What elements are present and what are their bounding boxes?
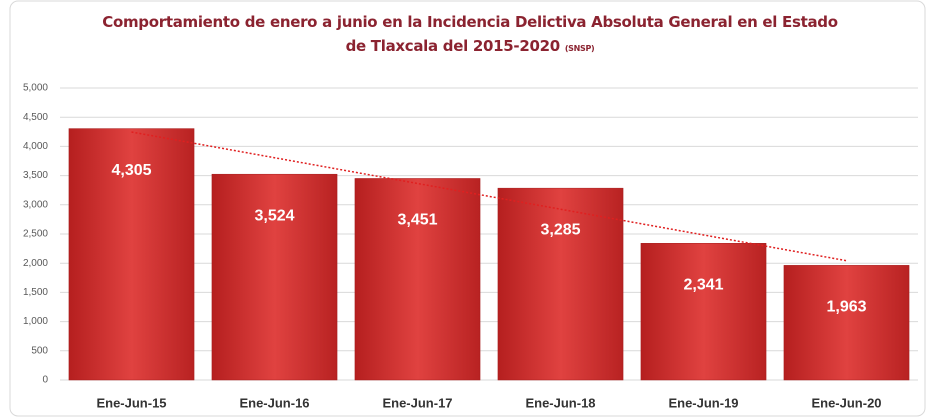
y-tick-label: 3,500 — [23, 170, 48, 181]
x-tick-label: Ene-Jun-19 — [668, 395, 738, 410]
x-tick-label: Ene-Jun-16 — [239, 395, 309, 410]
y-tick-label: 500 — [31, 345, 48, 356]
bar — [354, 178, 481, 381]
bar — [211, 173, 338, 381]
y-tick-label: 4,500 — [23, 112, 48, 123]
y-tick-label: 1,500 — [23, 287, 48, 298]
bar — [783, 265, 910, 381]
y-tick-label: 1,000 — [23, 316, 48, 327]
data-label: 1,963 — [826, 299, 866, 316]
trendline — [131, 131, 847, 262]
y-tick-label: 5,000 — [23, 83, 48, 94]
data-label: 4,305 — [111, 162, 151, 179]
bar — [68, 128, 195, 381]
data-label: 2,341 — [683, 277, 723, 294]
bar — [497, 187, 624, 381]
y-tick-label: 4,000 — [23, 141, 48, 152]
chart-subtitle: (SNSP) — [564, 44, 595, 53]
y-tick-label: 3,000 — [23, 199, 48, 210]
y-tick-label: 0 — [42, 375, 48, 386]
x-tick-label: Ene-Jun-17 — [382, 395, 452, 410]
data-label: 3,524 — [254, 207, 294, 224]
x-tick-label: Ene-Jun-18 — [525, 395, 595, 410]
chart-title-block: Comportamiento de enero a junio en la In… — [100, 10, 840, 61]
chart-title: Comportamiento de enero a junio en la In… — [102, 13, 838, 55]
data-label: 3,285 — [540, 221, 580, 238]
y-tick-label: 2,500 — [23, 229, 48, 240]
data-label: 3,451 — [397, 212, 437, 229]
y-tick-label: 2,000 — [23, 258, 48, 269]
x-tick-label: Ene-Jun-15 — [96, 395, 166, 410]
x-tick-label: Ene-Jun-20 — [811, 395, 881, 410]
bar — [640, 243, 767, 381]
